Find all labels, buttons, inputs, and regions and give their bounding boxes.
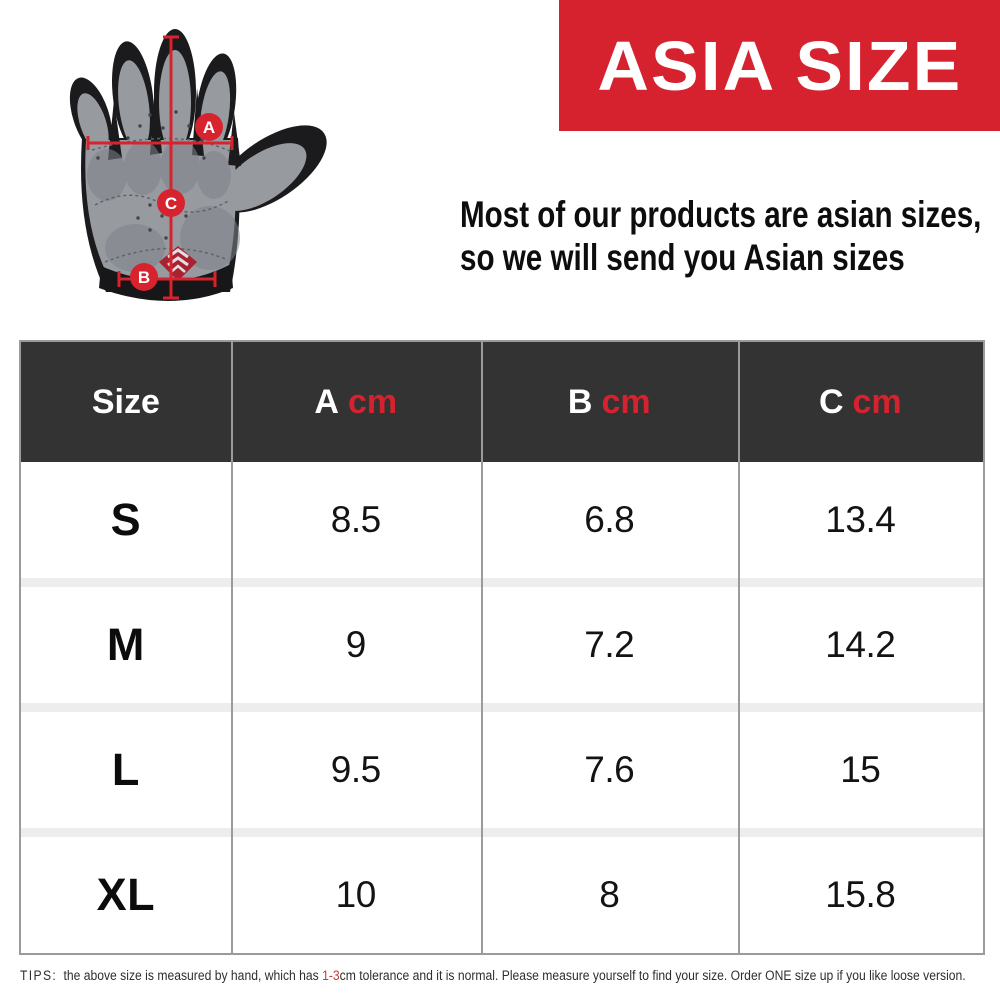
table-row-m: M 9 7.2 14.2 bbox=[21, 578, 983, 703]
column-letter-c: C bbox=[818, 382, 844, 421]
glove-photo: A C B bbox=[69, 29, 327, 301]
tips-note: TIPS: the above size is measured by hand,… bbox=[20, 968, 974, 983]
column-letter-b: B bbox=[567, 382, 593, 421]
size-cell: XL bbox=[96, 869, 156, 920]
column-divider bbox=[480, 342, 483, 953]
subtitle: Most of our products are asian sizes, so… bbox=[460, 193, 981, 279]
value-cell-c: 13.4 bbox=[825, 499, 896, 540]
measure-label-c: C bbox=[165, 194, 177, 213]
column-divider bbox=[230, 342, 233, 953]
banner-title: ASIA SIZE bbox=[597, 26, 962, 105]
subtitle-line-1: Most of our products are asian sizes, bbox=[460, 194, 982, 235]
table-row-l: L 9.5 7.6 15 bbox=[21, 703, 983, 828]
column-header-size: Size bbox=[21, 383, 231, 422]
wrist-band bbox=[99, 264, 233, 301]
asia-size-banner: ASIA SIZE bbox=[559, 0, 1000, 131]
measure-label-a: A bbox=[203, 118, 215, 137]
value-cell-c: 15 bbox=[840, 749, 881, 790]
column-unit-a: cm bbox=[347, 382, 398, 421]
column-letter-a: A bbox=[314, 382, 339, 421]
tips-tolerance-highlight: 1-3 bbox=[322, 968, 340, 983]
value-cell-c: 14.2 bbox=[825, 624, 896, 665]
measure-label-b: B bbox=[138, 268, 150, 287]
value-cell-b: 6.8 bbox=[584, 499, 635, 540]
value-cell-b: 8 bbox=[599, 874, 620, 915]
subtitle-line-2: so we will send you Asian sizes bbox=[460, 237, 905, 278]
size-cell: M bbox=[106, 619, 145, 670]
tips-text-before: the above size is measured by hand, whic… bbox=[63, 968, 323, 983]
value-cell-b: 7.6 bbox=[584, 749, 635, 790]
measure-badges: A C B bbox=[130, 113, 223, 291]
value-cell-a: 10 bbox=[335, 874, 377, 915]
value-cell-a: 9 bbox=[345, 624, 367, 665]
column-unit-b: cm bbox=[601, 382, 651, 421]
value-cell-a: 8.5 bbox=[330, 499, 381, 540]
column-header-size-label: Size bbox=[91, 382, 160, 421]
table-row-s: S 8.5 6.8 13.4 bbox=[21, 462, 983, 578]
size-cell: S bbox=[110, 494, 142, 545]
tips-label: TIPS: bbox=[20, 968, 58, 983]
value-cell-c: 15.8 bbox=[825, 874, 896, 915]
tips-text-after: cm tolerance and it is normal. Please me… bbox=[339, 968, 966, 983]
column-divider bbox=[737, 342, 740, 953]
size-cell: L bbox=[111, 744, 140, 795]
column-unit-c: cm bbox=[852, 382, 902, 421]
value-cell-b: 7.2 bbox=[584, 624, 635, 665]
value-cell-a: 9.5 bbox=[330, 749, 381, 790]
table-row-xl: XL 10 8 15.8 bbox=[21, 828, 983, 953]
